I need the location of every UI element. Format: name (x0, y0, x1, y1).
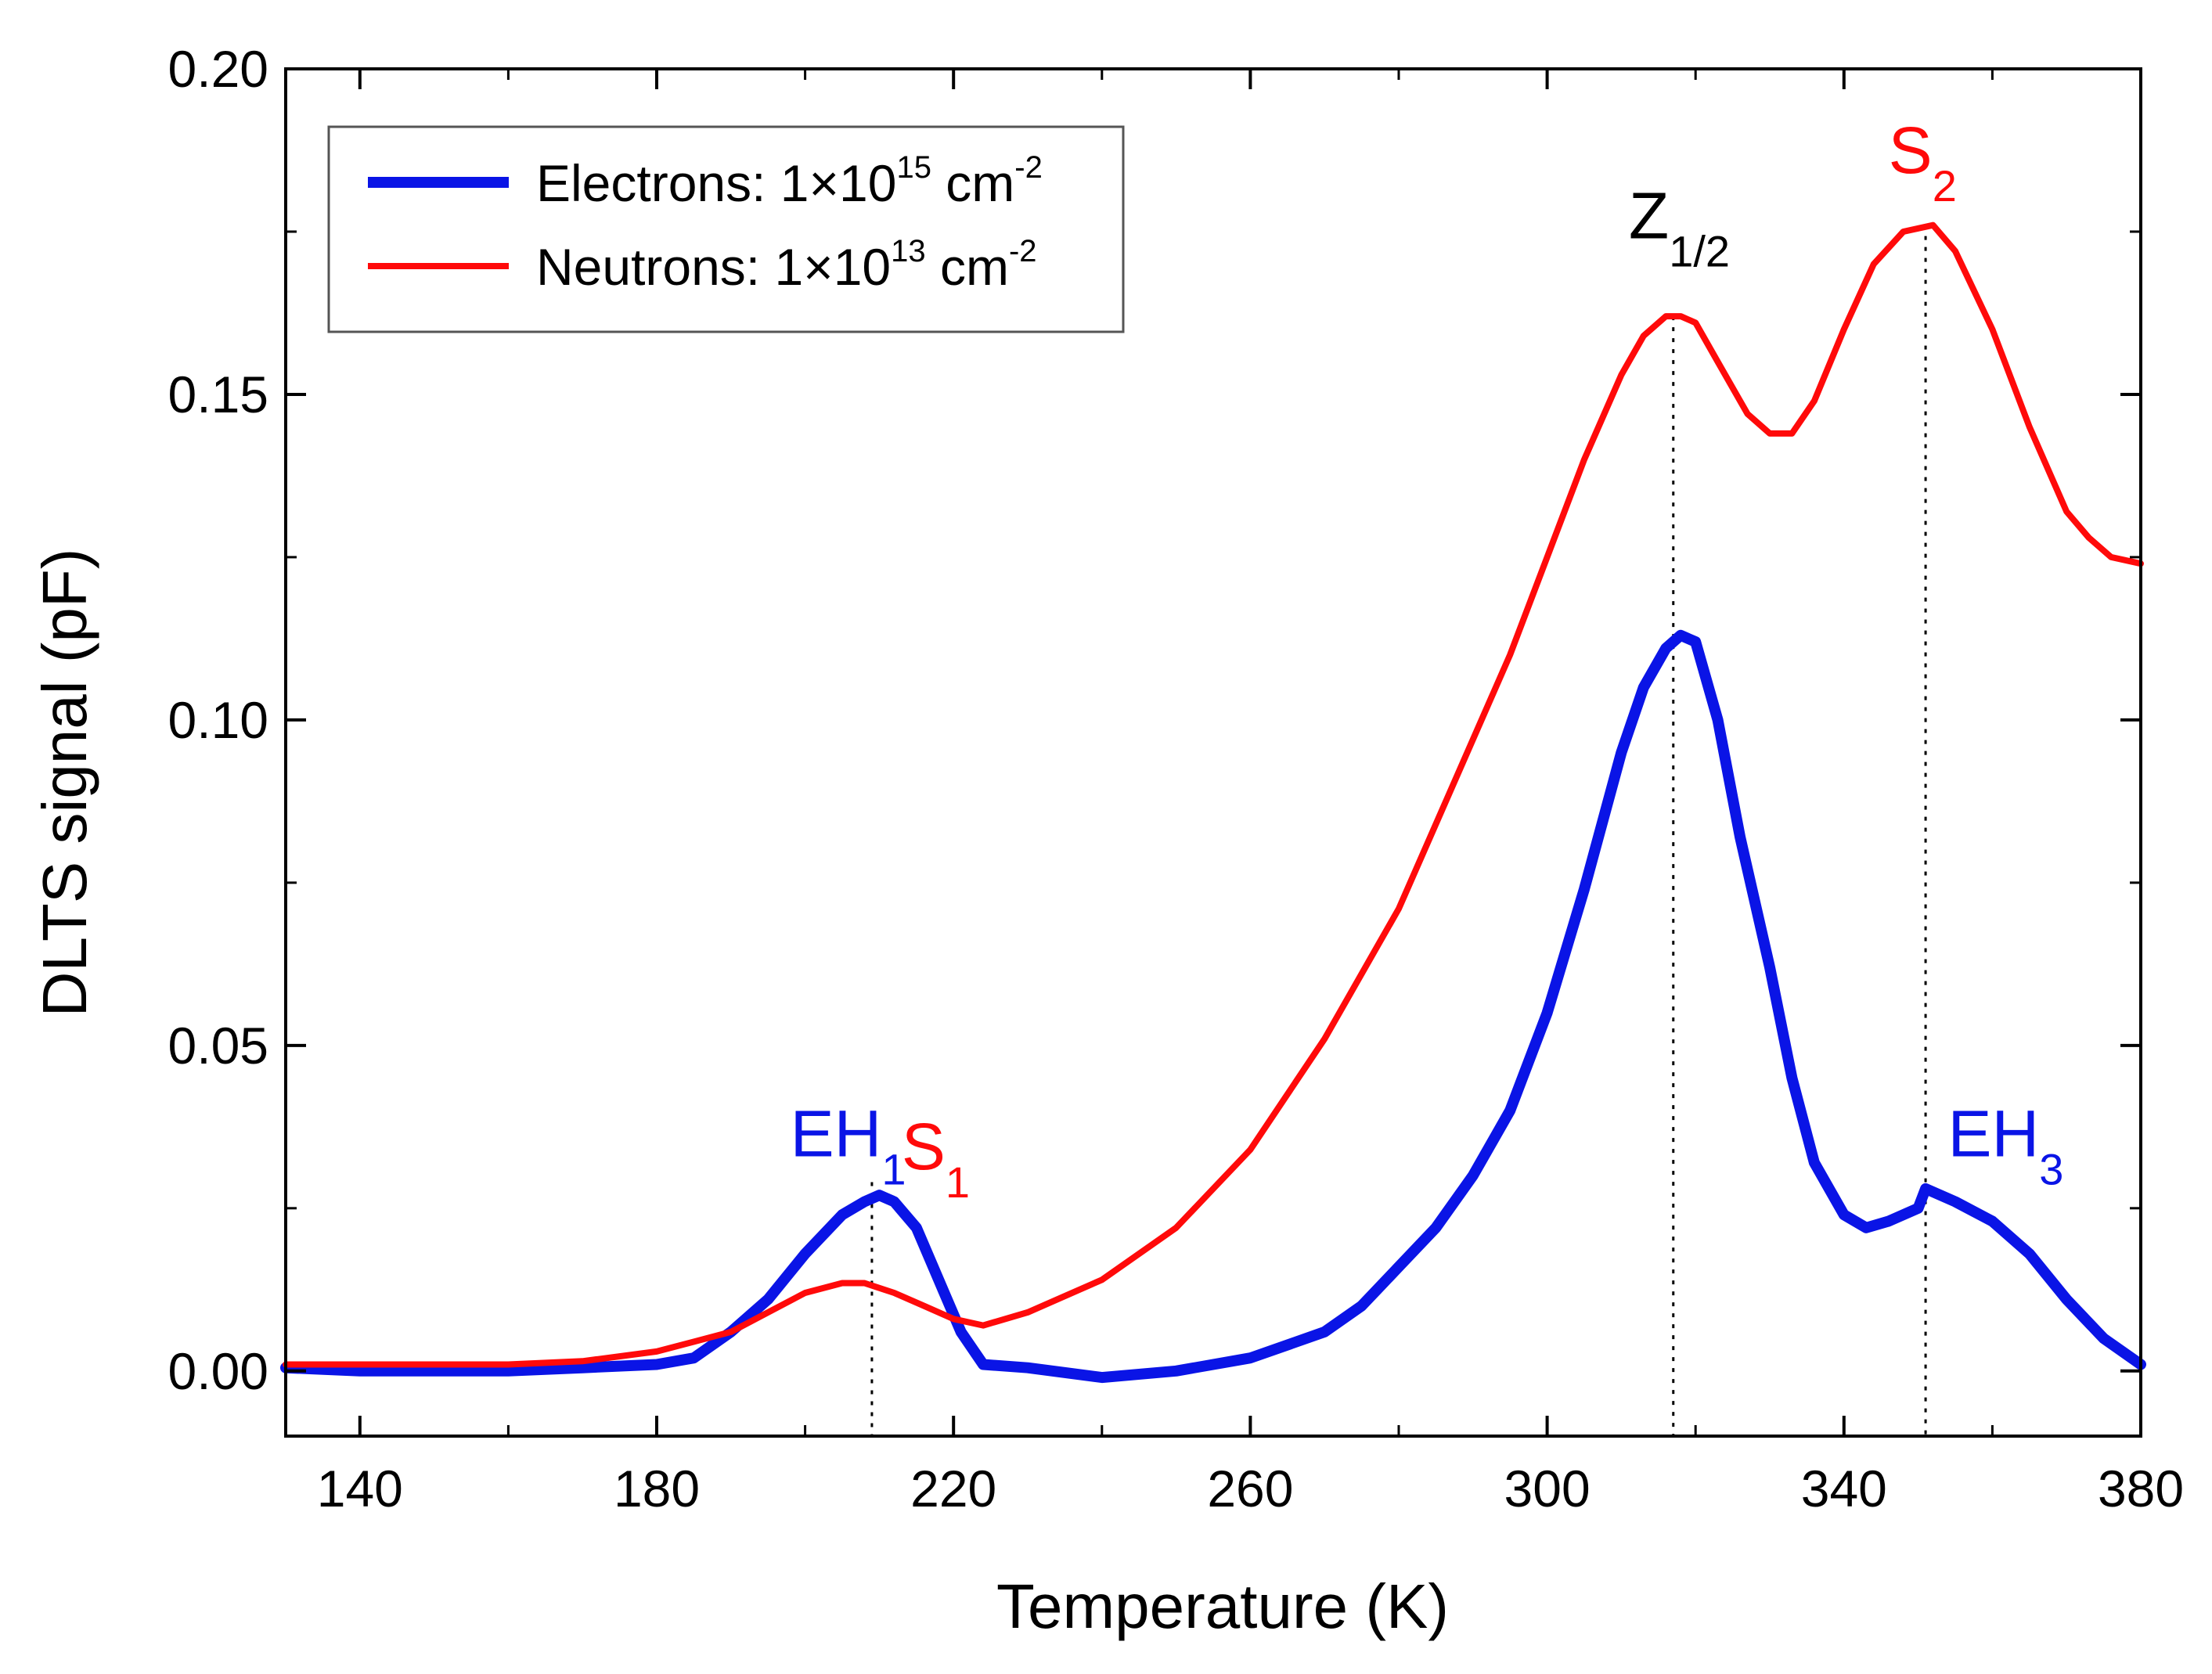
series-layer (280, 221, 2146, 1384)
dotted-guides (870, 225, 1927, 1436)
plot-frame (284, 67, 2142, 1438)
x-tick-label: 220 (910, 1460, 996, 1517)
y-tick-label: 0.05 (168, 1017, 268, 1075)
y-tick-label: 0.00 (168, 1342, 268, 1400)
x-tick-label: 340 (1801, 1460, 1887, 1517)
peak-label-eh1: EH1 (791, 1096, 906, 1193)
x-tick-label: 260 (1207, 1460, 1293, 1517)
y-tick-label: 0.15 (168, 365, 268, 423)
legend-box (327, 125, 1125, 333)
legend-label-neutrons: Neutrons: 1×1013 cm-2 (536, 234, 1037, 296)
y-axis-label: DLTS signal (pF) (30, 549, 99, 1017)
peak-label-s1: S1 (902, 1110, 970, 1207)
y-tick-label: 0.20 (168, 40, 268, 98)
x-tick-label: 140 (317, 1460, 403, 1517)
series-line-electrons (280, 629, 2146, 1384)
x-axis-label: Temperature (K) (996, 1571, 1449, 1641)
legend: Electrons: 1×1015 cm-2 Neutrons: 1×1013 … (327, 125, 1125, 333)
peak-label-eh3: EH3 (1948, 1096, 2064, 1193)
legend-label-electrons: Electrons: 1×1015 cm-2 (536, 150, 1043, 212)
peak-label-z1-2: Z1/2 (1629, 178, 1730, 275)
axis-ticks: 140 180 220 260 300 340 380 0.00 0.05 0.10 0.15 0.2… (168, 40, 2185, 1517)
series-line-neutrons (283, 221, 2144, 1368)
peak-label-s2: S2 (1889, 113, 1957, 211)
x-tick-label: 180 (614, 1460, 700, 1517)
x-tick-label: 300 (1504, 1460, 1591, 1517)
y-tick-label: 0.10 (168, 691, 268, 749)
x-tick-label: 380 (2098, 1460, 2184, 1517)
